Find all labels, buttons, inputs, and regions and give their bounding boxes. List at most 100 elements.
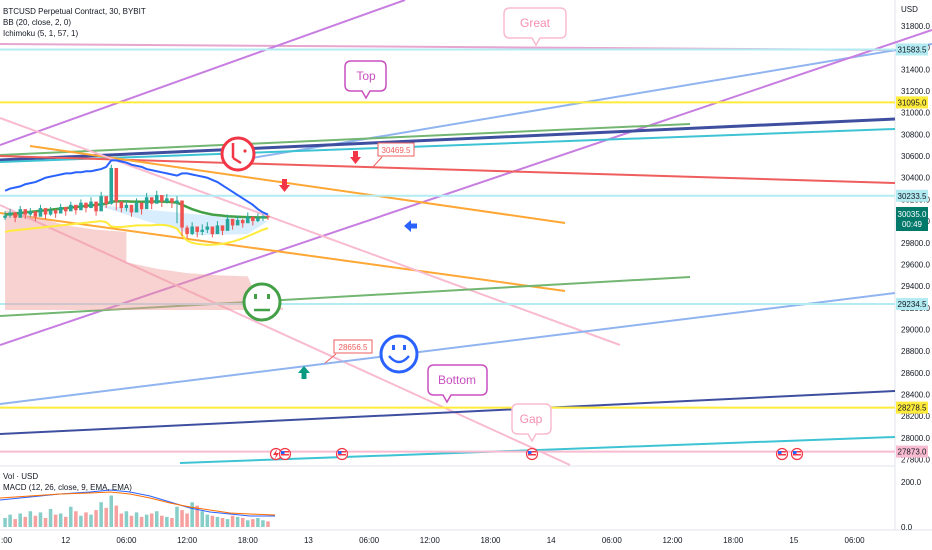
arrow-left-icon[interactable]	[404, 220, 417, 232]
volume-bar	[124, 511, 129, 527]
price-tick-label: 29800.0	[901, 239, 930, 248]
candle	[124, 200, 129, 212]
currency-label: USD	[901, 5, 918, 14]
price-tick-label: 28200.0	[901, 412, 930, 421]
candle	[154, 190, 159, 204]
time-tick-label: 18:00	[480, 536, 501, 545]
candle	[23, 209, 28, 219]
time-axis[interactable]: :00 12 06:00 12:00 18:00 13 06:00 12:00 18:00 14 0…	[1, 536, 865, 545]
callout-great[interactable]: Great	[503, 7, 567, 47]
volume-bar	[200, 511, 205, 527]
us-flag-event-icon[interactable]	[278, 447, 292, 461]
volume-bar	[58, 513, 63, 527]
macd-legend[interactable]: MACD (12, 26, close, 9, EMA, EMA)	[3, 483, 132, 492]
level-tag-background	[896, 401, 928, 414]
volume-legend[interactable]: Vol · USD	[3, 472, 39, 481]
neutral-face-icon[interactable]	[242, 282, 282, 322]
price-tick-label: 30800.0	[901, 130, 930, 139]
trend-lines[interactable]	[0, 0, 932, 466]
trend-line-cyan-lower[interactable]	[179, 436, 896, 464]
time-tick-label: 06:00	[602, 536, 623, 545]
candle	[245, 212, 250, 224]
volume-bar	[215, 516, 220, 527]
trend-line-green-upper[interactable]	[0, 123, 691, 156]
candle	[58, 203, 63, 214]
symbol-legend[interactable]: BTCUSD Perpetual Contract, 30, BYBIT	[3, 7, 146, 16]
level-tag-background	[896, 189, 928, 202]
candle	[104, 196, 108, 209]
candle	[48, 206, 53, 216]
volume-bar	[149, 513, 154, 527]
price-note-30469[interactable]: 30469.5	[371, 142, 415, 169]
trend-line-navy[interactable]	[0, 117, 896, 162]
volume-bars	[3, 495, 270, 527]
price-tick-label: 29000.0	[901, 325, 930, 334]
volume-bar	[225, 519, 230, 527]
time-tick-label: 15	[789, 536, 798, 545]
horizontal-levels[interactable]	[0, 48, 895, 453]
candle	[261, 214, 265, 222]
event-icons[interactable]	[269, 447, 804, 461]
candle	[89, 197, 93, 209]
trend-line-violet-long[interactable]	[0, 29, 932, 346]
price-axis[interactable]: 31800.031600.031400.031200.031000.030800…	[901, 22, 930, 464]
candle	[114, 167, 119, 211]
callout-gap[interactable]: Gap	[511, 403, 552, 443]
time-tick-label: :00	[1, 536, 13, 545]
trend-line-red[interactable]	[0, 155, 896, 184]
volume-bar	[13, 519, 17, 527]
candlestick-series	[3, 164, 270, 239]
trend-line-violet-top[interactable]	[0, 0, 406, 146]
candle	[109, 164, 114, 205]
volume-bar	[114, 505, 119, 527]
arrow-down-icon[interactable]	[350, 151, 361, 164]
candle	[190, 222, 194, 236]
us-flag-event-icon[interactable]	[525, 447, 539, 461]
trend-line-green-lower[interactable]	[0, 276, 691, 317]
trend-line-orange-lower[interactable]	[0, 212, 566, 292]
trend-line-orange-upper[interactable]	[29, 145, 566, 224]
smiling-face-icon[interactable]	[379, 334, 419, 374]
clock-face-icon[interactable]	[220, 136, 256, 172]
price-tick-label: 28000.0	[901, 434, 930, 443]
volume-bar	[63, 516, 68, 527]
candle	[13, 212, 17, 223]
time-tick-label: 12:00	[177, 536, 198, 545]
volume-bar	[266, 521, 270, 527]
trend-line-cyan-upper[interactable]	[0, 128, 896, 163]
bb-legend[interactable]: BB (20, close, 2, 0)	[3, 18, 72, 27]
volume-bar	[210, 515, 215, 527]
us-flag-event-icon[interactable]	[775, 447, 789, 461]
candle	[165, 193, 169, 204]
price-tick-label: 31800.0	[901, 22, 930, 31]
volume-bar	[43, 518, 48, 527]
arrow-down-icon[interactable]	[279, 179, 290, 192]
price-tick-label: 30400.0	[901, 174, 930, 183]
callout-bottom[interactable]: Bottom	[427, 364, 488, 404]
volume-bar	[8, 514, 12, 527]
ichimoku-legend[interactable]: Ichimoku (5, 1, 57, 1)	[3, 29, 79, 38]
trend-line-navy-lower[interactable]	[0, 390, 896, 435]
callout-top[interactable]: Top	[344, 60, 387, 100]
us-flag-event-icon[interactable]	[335, 447, 349, 461]
candle	[63, 206, 68, 216]
volume-bar	[185, 513, 189, 527]
trend-line-pink-diagonal-2[interactable]	[0, 204, 571, 466]
price-tick-label: 28800.0	[901, 347, 930, 356]
volume-bar	[261, 520, 265, 527]
price-tick-label: 29600.0	[901, 260, 930, 269]
volume-tick-label: 200.0	[901, 478, 922, 487]
candle	[3, 211, 7, 220]
volume-bar	[175, 506, 179, 527]
volume-bar	[104, 507, 108, 527]
price-note-28656[interactable]: 28656.5	[324, 339, 373, 364]
candle	[195, 226, 199, 238]
trend-line-pink-diagonal-1[interactable]	[0, 117, 621, 346]
time-tick-label: 18:00	[238, 536, 259, 545]
us-flag-event-icon[interactable]	[790, 447, 804, 461]
bollinger-lower-band	[4, 220, 269, 246]
trend-line-light-blue-lower[interactable]	[0, 292, 896, 405]
arrow-up-icon[interactable]	[298, 366, 310, 379]
volume-bar	[134, 512, 139, 527]
